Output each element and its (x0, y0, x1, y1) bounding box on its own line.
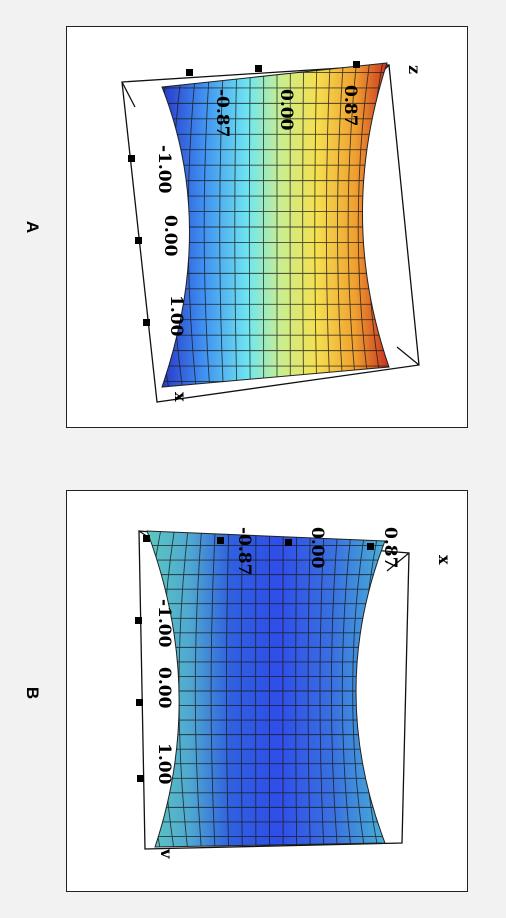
z-ticks-b: -0.87 0.00 0.87 (234, 527, 400, 575)
panel-b: -0.87 0.00 0.87 -1.00 0.00 1.00 x v (66, 490, 468, 892)
x-ticks-b: -1.00 0.00 1.00 (154, 599, 174, 785)
panel-a: -0.87 0.00 0.87 -1.00 0.00 1.00 z x (66, 26, 468, 428)
axis-letter-z: z (405, 65, 424, 74)
z-tick-3: 0.87 (380, 527, 400, 568)
x-tick-2: 0.00 (154, 667, 174, 709)
z-tick-2: 0.00 (276, 89, 296, 131)
z-ticks-a: -0.87 0.00 0.87 (212, 85, 360, 137)
x-ticks-a: -1.00 0.00 1.00 (154, 145, 186, 337)
axis-letter-v: v (157, 848, 176, 859)
surface-plot-b: -0.87 0.00 0.87 -1.00 0.00 1.00 x v (135, 527, 454, 859)
panel-a-label: A (23, 220, 43, 234)
axis-letter-x: x (171, 392, 190, 402)
z-tick-1: -0.87 (212, 89, 232, 137)
x-tick-1: -1.00 (154, 599, 174, 648)
tick-marks-b (135, 535, 374, 782)
tick-marks-a (128, 61, 360, 326)
x-tick-3: 1.00 (154, 743, 174, 785)
z-tick-3: 0.87 (340, 85, 360, 126)
x-tick-3: 1.00 (166, 295, 186, 337)
z-tick-1: -0.87 (234, 527, 254, 575)
surface-plot-a: -0.87 0.00 0.87 -1.00 0.00 1.00 z x (121, 61, 424, 403)
surface-b (146, 530, 386, 848)
z-tick-2: 0.00 (307, 527, 327, 569)
axis-letter-x: x (435, 555, 454, 565)
panel-b-label: B (23, 686, 43, 700)
x-tick-2: 0.00 (160, 215, 180, 257)
x-tick-1: -1.00 (154, 145, 174, 194)
surface-a (161, 62, 390, 388)
